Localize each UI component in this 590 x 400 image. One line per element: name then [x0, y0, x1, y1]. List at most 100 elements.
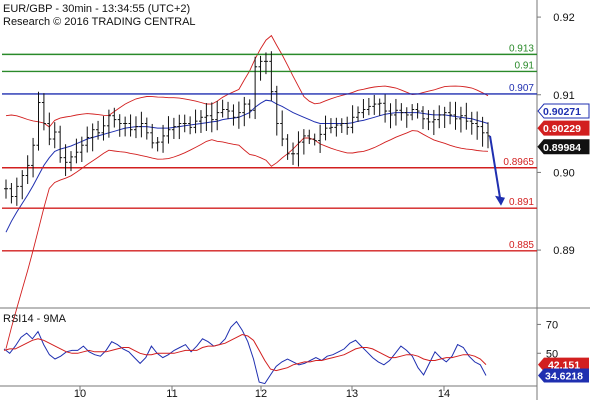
rsi-badge-rsi: 34.6218 — [538, 368, 589, 383]
price-bar — [458, 106, 463, 133]
price-bar — [236, 101, 241, 129]
bollinger-upper-band — [5, 34, 489, 128]
price-bar — [328, 118, 333, 134]
price-bar — [475, 111, 480, 140]
price-bar — [25, 155, 30, 185]
price-bar — [20, 170, 25, 200]
price-bar — [339, 118, 344, 134]
price-bar — [426, 110, 431, 131]
price-bar — [437, 105, 442, 129]
rsi-tick-label-70: 70 — [546, 319, 558, 331]
price-bar — [177, 114, 182, 140]
price-badge-label: 0.90271 — [543, 106, 581, 118]
price-bar — [356, 106, 361, 122]
bollinger-lower-band — [5, 130, 489, 349]
price-bar — [372, 94, 377, 115]
rsi-tick-label-50: 50 — [546, 348, 558, 360]
x-tick-label-14: 14 — [438, 388, 450, 400]
price-badge-ma: 0.90271 — [537, 103, 590, 119]
moving-average-line — [5, 99, 489, 233]
price-bar — [215, 100, 220, 131]
bollinger-bands — [5, 34, 489, 349]
price-bar — [47, 112, 52, 146]
price-bar — [4, 179, 8, 199]
price-bar — [166, 116, 171, 144]
price-bar — [323, 115, 328, 141]
price-bar — [263, 52, 268, 75]
rsi-series-9ma — [3, 333, 487, 372]
y-tick-label-0.89: 0.89 — [553, 245, 574, 257]
price-bar — [74, 138, 79, 164]
price-bar — [258, 55, 263, 81]
price-bar — [123, 116, 128, 137]
level-label-0.907: 0.907 — [509, 83, 534, 94]
price-bar — [388, 103, 393, 129]
level-label-0.891: 0.891 — [509, 197, 534, 208]
price-bar — [291, 142, 296, 165]
price-bar — [404, 107, 409, 128]
price-bar — [9, 182, 14, 204]
price-bar — [280, 110, 285, 147]
price-bar — [117, 114, 122, 137]
price-bar — [128, 114, 133, 137]
x-tick-label-10: 10 — [74, 388, 86, 400]
price-bar — [193, 109, 198, 134]
price-bar — [79, 136, 84, 163]
price-bar — [431, 109, 436, 136]
price-bar — [301, 129, 306, 155]
price-bar — [318, 124, 323, 153]
price-bar — [188, 116, 193, 135]
price-bar — [399, 103, 404, 121]
price-bar — [421, 106, 426, 130]
price-bar — [226, 101, 231, 120]
price-bar — [415, 103, 420, 119]
price-bar — [242, 96, 247, 127]
price-bar — [90, 123, 95, 152]
price-bars — [4, 51, 490, 206]
price-bar — [464, 102, 469, 130]
y-tick-label-0.92: 0.92 — [553, 12, 574, 24]
price-bar — [345, 116, 350, 135]
price-bar — [58, 125, 63, 163]
price-bar — [106, 109, 111, 138]
x-tick-label-12: 12 — [255, 388, 267, 400]
price-bar — [204, 103, 209, 131]
price-bar — [150, 123, 155, 149]
level-label-0.885: 0.885 — [509, 240, 534, 251]
level-label-0.91: 0.91 — [515, 60, 535, 71]
price-bar — [14, 177, 19, 206]
price-badge-label: 0.89984 — [543, 142, 581, 154]
price-bar — [274, 85, 279, 136]
level-lines: 0.913 0.91 0.907 0.8965 0.891 0.885 — [2, 43, 537, 252]
price-bar — [220, 99, 225, 118]
price-bar — [253, 56, 258, 120]
price-bar — [285, 134, 290, 160]
price-bar — [161, 124, 166, 153]
price-bar — [41, 93, 46, 131]
moving-average-layer — [5, 99, 489, 233]
price-bar — [334, 117, 339, 137]
price-badge-last: 0.89984 — [537, 139, 590, 155]
price-bar — [171, 117, 176, 139]
price-bar — [312, 133, 317, 146]
level-label-0.8965: 0.8965 — [503, 157, 534, 168]
price-bar — [68, 151, 73, 172]
price-bar — [209, 102, 214, 133]
rsi-series-rsi14 — [3, 320, 487, 385]
x-tick-label-11: 11 — [166, 388, 177, 400]
price-bar — [383, 94, 388, 123]
axis-labels: 0.92 0.91 0.90 0.89 70 50 10 11 12 13 14 — [74, 12, 575, 400]
price-bar — [410, 104, 415, 121]
price-bar — [247, 99, 252, 119]
price-bar — [393, 98, 398, 126]
price-bar — [144, 117, 149, 140]
price-bar — [101, 116, 106, 141]
forecast-arrow-shaft — [489, 135, 501, 198]
price-bar — [448, 101, 453, 125]
price-badge-band: 0.90229 — [537, 120, 590, 136]
price-bar — [307, 129, 312, 145]
forecast-arrow — [489, 135, 505, 206]
price-bar — [296, 131, 301, 167]
